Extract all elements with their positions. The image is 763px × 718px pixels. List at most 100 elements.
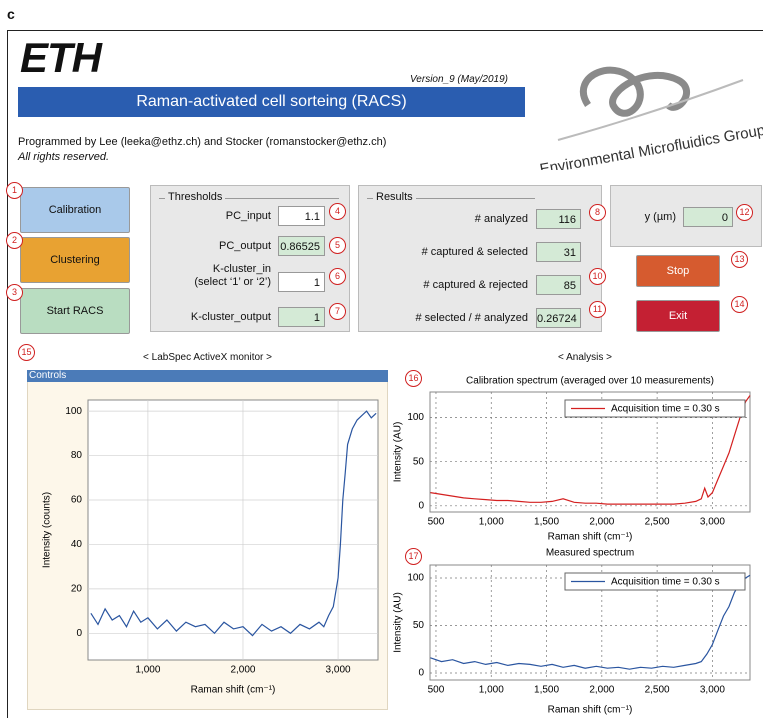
- banner: Raman-activated cell sorteing (RACS): [18, 87, 525, 117]
- spectrum-line: [90, 410, 377, 637]
- marker: 6: [329, 268, 346, 285]
- chart-title: Measured spectrum: [546, 548, 634, 559]
- x-tick-label: 2,000: [589, 685, 614, 696]
- field-output: 0.26724: [536, 308, 581, 328]
- marker: 10: [589, 268, 606, 285]
- marker: 8: [589, 204, 606, 221]
- credits: Programmed by Lee (leeka@ethz.ch) and St…: [18, 136, 387, 148]
- chart-title: Calibration spectrum (averaged over 10 m…: [466, 376, 714, 387]
- figure-label: c: [7, 6, 15, 22]
- marker: 1: [6, 182, 23, 199]
- y-tick-label: 0: [418, 668, 424, 679]
- spectrum-line: [430, 395, 751, 505]
- field-label: K-cluster_output: [190, 311, 271, 323]
- marker: 17: [405, 548, 422, 565]
- x-tick-label: 1,000: [479, 517, 504, 528]
- x-tick-label: 2,000: [589, 517, 614, 528]
- field-label: PC_input: [225, 210, 271, 222]
- group-line: [159, 198, 339, 199]
- panel-title: Results: [373, 191, 416, 203]
- thresholds-panel: Thresholds PC_input 1.1 PC_output 0.8652…: [150, 185, 350, 332]
- group-logo: Environmental Microfluidics Group: [538, 66, 763, 170]
- x-tick-label: 500: [428, 685, 445, 696]
- monitor-title: < LabSpec ActiveX monitor >: [143, 352, 272, 363]
- x-tick-label: 3,000: [326, 665, 351, 676]
- logo-arc: [557, 79, 744, 141]
- field-label: K-cluster_in: [212, 263, 271, 275]
- analysis-title: < Analysis >: [558, 352, 612, 363]
- marker: 7: [329, 303, 346, 320]
- y-axis-label: Intensity (counts): [42, 492, 53, 568]
- x-tick-label: 1,500: [534, 685, 559, 696]
- field-input[interactable]: 1: [278, 272, 325, 292]
- field-output: 0.86525: [278, 236, 325, 256]
- y-tick-label: 100: [407, 573, 424, 584]
- x-tick-label: 2,500: [645, 685, 670, 696]
- field-output: 85: [536, 275, 581, 295]
- field-label: y (µm): [644, 211, 676, 223]
- y-tick-label: 0: [418, 500, 424, 511]
- group-line: [367, 198, 535, 199]
- marker: 16: [405, 370, 422, 387]
- x-tick-label: 2,500: [645, 517, 670, 528]
- plot-area: [87, 399, 379, 661]
- x-tick-label: 1,000: [135, 665, 160, 676]
- marker: 2: [6, 232, 23, 249]
- marker: 11: [589, 301, 606, 318]
- x-tick-label: 1,500: [534, 517, 559, 528]
- rights: All rights reserved.: [18, 151, 110, 163]
- y-tick-label: 40: [71, 539, 83, 550]
- field-output: 0: [683, 207, 733, 227]
- legend-box: [564, 399, 746, 418]
- panel-title: Thresholds: [165, 191, 226, 203]
- marker: 14: [731, 296, 748, 313]
- exit-button[interactable]: Exit: [636, 300, 720, 332]
- x-tick-label: 2,000: [230, 665, 255, 676]
- y-tick-label: 100: [407, 412, 424, 423]
- position-panel: y (µm) 0: [610, 185, 762, 247]
- field-input[interactable]: 1.1: [278, 206, 325, 226]
- spectrum-line: [430, 574, 751, 670]
- legend-label: Acquisition time = 0.30 s: [611, 404, 720, 415]
- field-output: 31: [536, 242, 581, 262]
- field-label: PC_output: [219, 240, 271, 252]
- results-panel: Results # analyzed 116 # captured & sele…: [358, 185, 602, 332]
- clustering-button[interactable]: Clustering: [20, 237, 130, 283]
- field-output: 1: [278, 307, 325, 327]
- x-axis-label: Raman shift (cm⁻¹): [191, 685, 276, 696]
- x-tick-label: 500: [428, 517, 445, 528]
- field-label: # captured & selected: [421, 246, 528, 258]
- legend-label: Acquisition time = 0.30 s: [611, 577, 720, 588]
- y-tick-label: 50: [413, 620, 425, 631]
- y-axis-label: Intensity (AU): [393, 592, 404, 653]
- field-label: # analyzed: [474, 213, 528, 225]
- frame: [7, 30, 763, 718]
- legend-box: [564, 572, 746, 591]
- marker: 12: [736, 204, 753, 221]
- calibration-button[interactable]: Calibration: [20, 187, 130, 233]
- marker: 3: [6, 284, 23, 301]
- eth-logo: ETH: [20, 34, 102, 81]
- logo-swirl: [579, 66, 690, 117]
- marker: 15: [18, 344, 35, 361]
- field-label: # selected / # analyzed: [415, 312, 528, 324]
- y-axis-label: Intensity (AU): [393, 422, 404, 483]
- x-tick-label: 1,000: [479, 685, 504, 696]
- start-racs-button[interactable]: Start RACS: [20, 288, 130, 334]
- field-label: # captured & rejected: [423, 279, 528, 291]
- marker: 13: [731, 251, 748, 268]
- field-hint: (select ‘1’ or ‘2’): [194, 276, 271, 288]
- x-tick-label: 3,000: [700, 685, 725, 696]
- y-tick-label: 80: [71, 450, 83, 461]
- stop-button[interactable]: Stop: [636, 255, 720, 287]
- x-axis-label: Raman shift (cm⁻¹): [548, 532, 633, 543]
- marker: 4: [329, 203, 346, 220]
- x-tick-label: 3,000: [700, 517, 725, 528]
- x-axis-label: Raman shift (cm⁻¹): [548, 705, 633, 716]
- y-tick-label: 60: [71, 495, 83, 506]
- field-output: 116: [536, 209, 581, 229]
- controls-bar: Controls: [27, 370, 388, 382]
- marker: 5: [329, 237, 346, 254]
